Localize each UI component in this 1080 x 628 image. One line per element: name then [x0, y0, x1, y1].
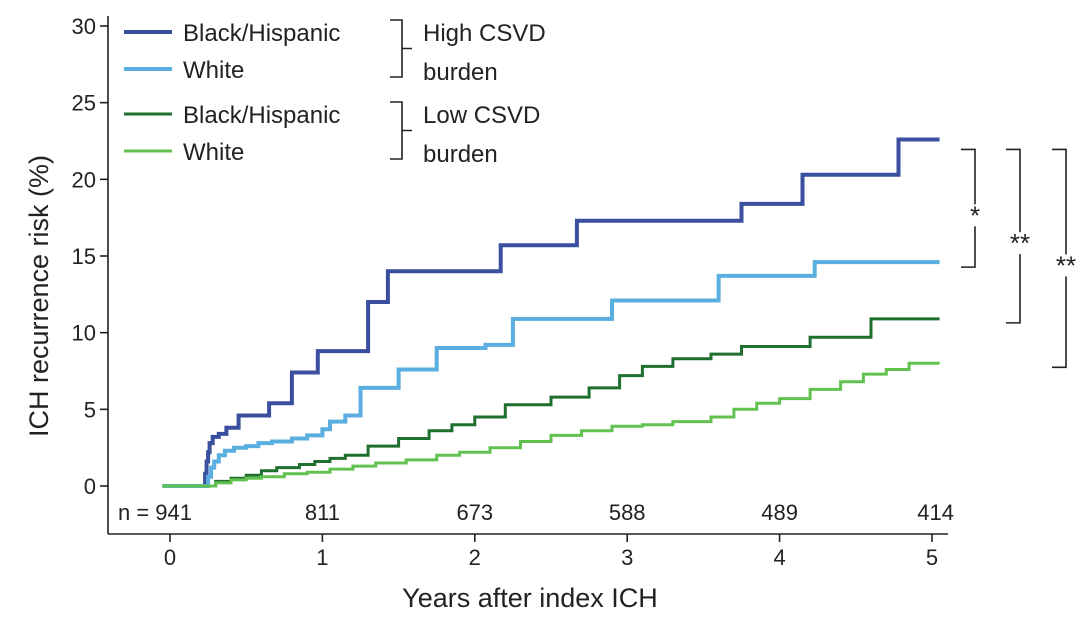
- legend: Black/Hispanic White Black/Hispanic White Hi…: [124, 19, 546, 168]
- significance-label-backing: [968, 204, 982, 227]
- x-axis-title: Years after index ICH: [402, 583, 658, 613]
- number-at-risk-label: n = 941: [118, 500, 192, 525]
- x-tick-label: 5: [926, 545, 938, 570]
- legend-group-bracket: [390, 101, 412, 160]
- x-tick-label: 3: [621, 545, 633, 570]
- y-tick-label: 0: [84, 474, 96, 499]
- y-tick-label: 20: [72, 167, 96, 192]
- y-axis-title: ICH recurrence risk (%): [24, 155, 54, 437]
- significance-label: **: [1010, 228, 1030, 258]
- legend-group-label: burden: [423, 141, 498, 168]
- legend-label: White: [183, 139, 244, 166]
- number-at-risk-label: 811: [305, 500, 340, 525]
- number-at-risk-label: 588: [609, 500, 646, 525]
- series-line-0: [162, 137, 940, 488]
- legend-group-label: High CSVD: [423, 20, 546, 47]
- series-line-1: [162, 260, 940, 488]
- significance-label: *: [970, 200, 980, 230]
- significance-brackets: *****: [961, 148, 1078, 369]
- number-at-risk-label: 414: [917, 500, 954, 525]
- legend-label: Black/Hispanic: [183, 102, 340, 129]
- significance-label: **: [1056, 250, 1076, 280]
- y-tick-label: 10: [72, 321, 96, 346]
- legend-group-label: Low CSVD: [423, 102, 540, 129]
- legend-label: White: [183, 57, 244, 84]
- axes: 0 5 10 15 20 25 30 0 1 2 3 4 5: [72, 14, 948, 570]
- x-tick-label: 0: [164, 545, 176, 570]
- y-tick-label: 15: [72, 244, 96, 269]
- series-line-3: [162, 361, 940, 488]
- x-tick-label: 1: [316, 545, 328, 570]
- x-tick-label: 4: [773, 545, 785, 570]
- number-at-risk-row: n = 941 811 673 588 489 414: [118, 500, 954, 525]
- series-line-2: [162, 317, 940, 488]
- legend-group-bracket: [390, 19, 412, 78]
- legend-label: Black/Hispanic: [183, 20, 340, 47]
- significance-label-backing: [1054, 254, 1078, 277]
- number-at-risk-label: 489: [761, 500, 798, 525]
- legend-group-label: burden: [423, 59, 498, 86]
- significance-label-backing: [1008, 232, 1032, 255]
- number-at-risk-label: 673: [456, 500, 493, 525]
- y-tick-label: 5: [84, 397, 96, 422]
- series-lines: [162, 137, 940, 488]
- y-tick-label: 30: [72, 14, 96, 39]
- y-tick-label: 25: [72, 91, 96, 116]
- x-tick-label: 2: [469, 545, 481, 570]
